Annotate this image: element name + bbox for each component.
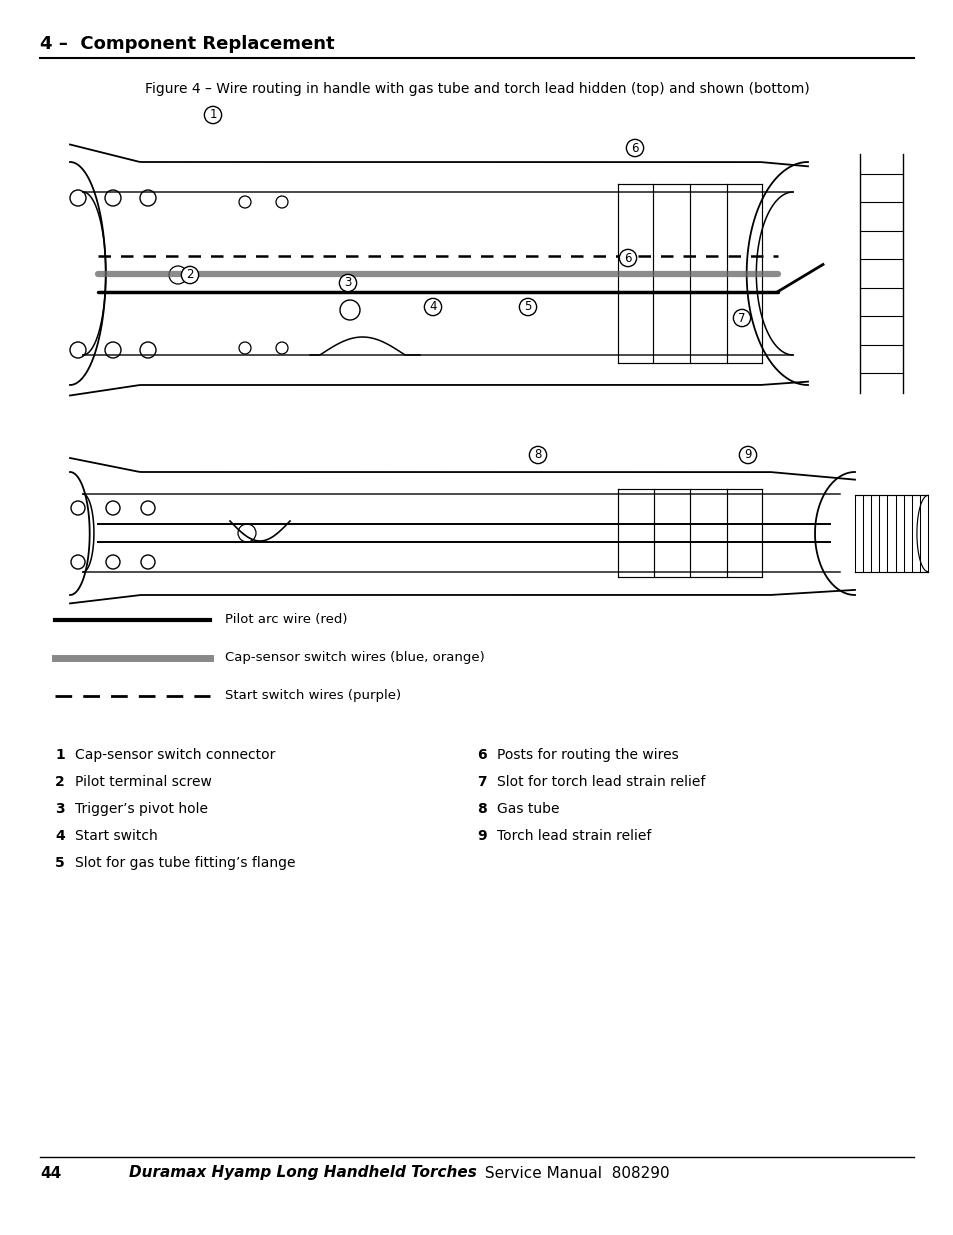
Text: 5: 5 bbox=[524, 300, 531, 314]
Text: 3: 3 bbox=[344, 277, 352, 289]
Text: 8: 8 bbox=[534, 448, 541, 462]
Text: 4: 4 bbox=[55, 829, 65, 844]
Text: Posts for routing the wires: Posts for routing the wires bbox=[497, 748, 678, 762]
Text: 7: 7 bbox=[738, 311, 745, 325]
Text: 4 –  Component Replacement: 4 – Component Replacement bbox=[40, 35, 335, 53]
Text: 2: 2 bbox=[186, 268, 193, 282]
Text: Service Manual  808290: Service Manual 808290 bbox=[479, 1166, 669, 1181]
Text: Cap-sensor switch connector: Cap-sensor switch connector bbox=[75, 748, 275, 762]
Text: Figure 4 – Wire routing in handle with gas tube and torch lead hidden (top) and : Figure 4 – Wire routing in handle with g… bbox=[145, 82, 808, 96]
Text: Start switch wires (purple): Start switch wires (purple) bbox=[225, 689, 400, 703]
Text: 6: 6 bbox=[631, 142, 639, 154]
Text: 9: 9 bbox=[476, 829, 486, 844]
Text: 1: 1 bbox=[209, 109, 216, 121]
Text: 1: 1 bbox=[55, 748, 65, 762]
Text: Slot for torch lead strain relief: Slot for torch lead strain relief bbox=[497, 776, 704, 789]
Text: Trigger’s pivot hole: Trigger’s pivot hole bbox=[75, 802, 208, 816]
Text: 7: 7 bbox=[476, 776, 486, 789]
Text: 8: 8 bbox=[476, 802, 486, 816]
Text: Start switch: Start switch bbox=[75, 829, 157, 844]
Text: 6: 6 bbox=[476, 748, 486, 762]
Text: Torch lead strain relief: Torch lead strain relief bbox=[497, 829, 651, 844]
Text: 3: 3 bbox=[55, 802, 65, 816]
Text: 4: 4 bbox=[429, 300, 436, 314]
Text: 9: 9 bbox=[743, 448, 751, 462]
Text: Slot for gas tube fitting’s flange: Slot for gas tube fitting’s flange bbox=[75, 856, 295, 869]
Text: Cap-sensor switch wires (blue, orange): Cap-sensor switch wires (blue, orange) bbox=[225, 652, 484, 664]
Text: Gas tube: Gas tube bbox=[497, 802, 558, 816]
Text: 6: 6 bbox=[623, 252, 631, 264]
Text: Pilot terminal screw: Pilot terminal screw bbox=[75, 776, 212, 789]
Text: 5: 5 bbox=[55, 856, 65, 869]
Text: Pilot arc wire (red): Pilot arc wire (red) bbox=[225, 614, 347, 626]
Text: 2: 2 bbox=[55, 776, 65, 789]
Text: 44: 44 bbox=[40, 1166, 61, 1181]
Text: Duramax Hyamp Long Handheld Torches: Duramax Hyamp Long Handheld Torches bbox=[129, 1166, 476, 1181]
